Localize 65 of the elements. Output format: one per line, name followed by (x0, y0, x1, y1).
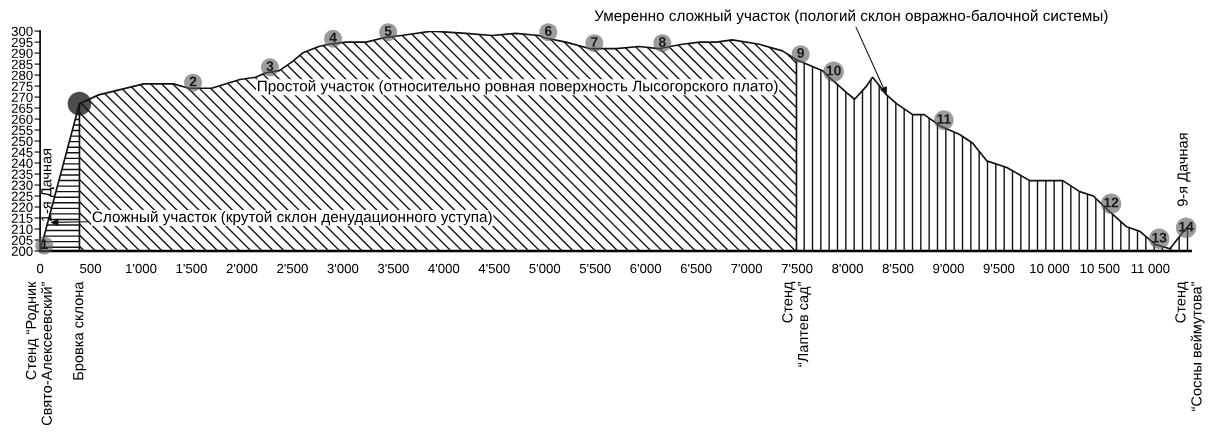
y-tick-label: 220 (11, 202, 33, 212)
x-tick-label: 11 000 (1131, 263, 1170, 274)
x-tick-label: 3'000 (327, 263, 359, 274)
annotation: 11 (937, 114, 951, 124)
y-tick-label: 255 (11, 125, 33, 135)
y-tick-label: 205 (11, 235, 33, 245)
annotation: 12 (1104, 197, 1119, 208)
annotation: 5 (384, 26, 392, 36)
annotation: Стенд “Сосны веймутова” (1175, 281, 1205, 411)
x-tick-label: 2'500 (277, 263, 308, 274)
y-tick-label: 240 (11, 158, 33, 168)
x-tick-label: 8'500 (882, 263, 914, 274)
x-tick-label: 1'500 (176, 263, 207, 274)
x-tick-label: 2'000 (226, 263, 258, 274)
x-tick-label: 0 (36, 263, 44, 274)
annotation: 2 (189, 76, 197, 87)
x-tick-label: 4'000 (428, 263, 460, 274)
annotation: Стенд “Лаптев сад” (782, 281, 811, 367)
y-tick-label: 270 (11, 92, 33, 102)
x-tick-label: 10 500 (1080, 263, 1120, 274)
x-tick-label: 3'500 (377, 263, 409, 274)
annotation: 9 (797, 48, 804, 58)
annotation: 3 (266, 61, 274, 72)
y-tick-label: 245 (11, 147, 33, 157)
annotation: 7 (591, 37, 598, 47)
y-tick-label: 265 (11, 103, 33, 113)
x-tick-label: 6'000 (630, 263, 662, 274)
annotation: Сложный участок (крутой склон денудационного уступа) (92, 210, 492, 226)
y-tick-label: 235 (11, 169, 33, 179)
annotation: 13 (1152, 232, 1167, 243)
annotation: Бровка склона (73, 281, 87, 380)
annotation: Умеренно сложный участок (пологий склон овражно-балочной системы) (594, 9, 1108, 25)
x-tick-label: 9'000 (933, 263, 964, 274)
x-tick-label: 8'000 (832, 263, 863, 274)
x-tick-label: 5'500 (579, 263, 611, 274)
y-tick-label: 250 (11, 136, 33, 146)
y-tick-label: 295 (11, 37, 33, 48)
y-tick-label: 260 (11, 114, 33, 124)
annotation: 1-я Дачная (41, 148, 55, 222)
y-tick-label: 280 (11, 70, 33, 80)
y-tick-label: 225 (11, 191, 33, 201)
y-tick-label: 275 (11, 81, 33, 91)
annotation: 9-я Дачная (1177, 133, 1191, 207)
x-tick-label: 1'000 (126, 263, 157, 274)
annotation: 6 (544, 26, 552, 36)
x-tick-label: 6'500 (680, 263, 712, 274)
y-tick-label: 290 (11, 48, 33, 58)
x-tick-label: 10 000 (1030, 263, 1070, 274)
y-tick-label: 285 (11, 59, 33, 69)
y-tick-label: 230 (11, 180, 33, 190)
x-tick-label: 7'500 (781, 263, 813, 274)
annotation: Стенд “Родник Свято-Алексеевский” (25, 281, 52, 426)
annotation: 8 (658, 37, 666, 47)
x-tick-label: 4'500 (478, 263, 510, 274)
annotation: Простой участок (относительно ровная поверхность Лысогорского плато) (258, 79, 778, 95)
y-tick-label: 200 (11, 246, 33, 256)
x-tick-label: 5'000 (529, 263, 561, 274)
y-tick-label: 215 (11, 213, 33, 223)
x-tick-label: 7'000 (731, 263, 763, 274)
annotation: 10 (826, 65, 841, 76)
y-tick-label: 210 (11, 224, 33, 234)
x-tick-label: 500 (80, 263, 102, 274)
annotation: 4 (329, 32, 337, 43)
x-tick-label: 9'500 (983, 263, 1015, 274)
y-tick-label: 300 (11, 26, 33, 37)
